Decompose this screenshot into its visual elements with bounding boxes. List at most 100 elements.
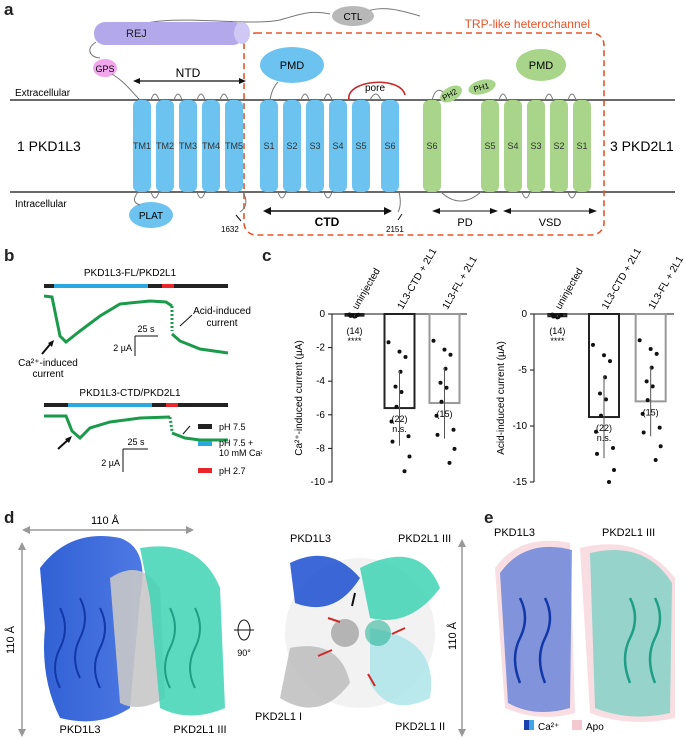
c1-point-0-7: [551, 314, 556, 319]
c0-point-2-10: [451, 427, 456, 432]
trace2-acid: [171, 431, 228, 442]
ctd-label: CTD: [315, 215, 340, 229]
c1-point-2-5: [658, 444, 663, 449]
c0-point-1-2: [390, 439, 395, 444]
c1-point-2-8: [653, 458, 658, 463]
s5-left-label: S5: [355, 141, 366, 151]
tm-helices-left: [133, 100, 243, 192]
height-label-2: 110 Å: [446, 621, 459, 650]
pore-label: pore: [365, 83, 385, 94]
c0-ylabel: Ca²⁺-induced current (µA): [294, 340, 305, 456]
c0-point-0-5: [352, 314, 357, 319]
d-left-pkd1l3: PKD1L3: [60, 724, 101, 736]
c0-ytick-label-2: -4: [316, 376, 325, 387]
c1-n-1: (22): [596, 423, 612, 433]
trace1-title: PKD1L3-FL/PKD2L1: [84, 268, 177, 279]
structure-overlay: [495, 540, 675, 722]
c1-sig-1: n.s.: [597, 433, 612, 443]
c1-point-1-5: [612, 468, 616, 473]
panel-letter-d: d: [4, 508, 15, 527]
pmd-left: [260, 47, 324, 83]
panel-letter-b: b: [4, 246, 15, 265]
c0-ytick-label-1: -2: [316, 343, 325, 354]
c1-point-1-4: [599, 413, 603, 418]
c0-point-2-9: [438, 380, 443, 385]
c1-point-2-10: [657, 425, 662, 430]
tm3-label: TM3: [179, 141, 197, 151]
c0-n-2: (15): [436, 409, 452, 419]
pd-label: PD: [457, 217, 472, 229]
c0-n-0: (14): [346, 326, 362, 336]
plat-domain: [129, 202, 173, 228]
d-right-pkd2l1-iii: PKD2L1 III: [398, 533, 451, 545]
ntd-label: NTD: [176, 66, 201, 80]
c0-ytick-label-3: -6: [316, 410, 325, 421]
c0-ytick-label-5: -10: [311, 477, 326, 488]
ca-label-2: current: [32, 369, 63, 380]
trace2-title: PKD1L3-CTD/PKD2L1: [79, 388, 181, 399]
c0-point-2-1: [444, 385, 449, 390]
c0-point-1-5: [407, 454, 412, 459]
acid-label-2: current: [206, 318, 237, 329]
c0-point-2-4: [439, 399, 444, 404]
rotation-label: 90°: [237, 648, 251, 658]
pkd2l1-helices: [423, 100, 591, 192]
c1-cat-1: 1L3-CTD + 2L1: [600, 246, 644, 311]
s4-right-label: S4: [507, 141, 518, 151]
width-label: 110 Å: [91, 514, 120, 527]
c1-point-2-1: [650, 384, 655, 389]
c1-cat-2: 1L3-FL + 2L1: [647, 254, 685, 311]
panel-e-overlay: PKD1L3 PKD2L1 III Ca²⁺ Apo: [494, 527, 675, 733]
panel-c-charts: 0 -2 -4 -6 -8 -10 Ca²⁺-induced current (µA) uni…: [294, 246, 685, 488]
c1-ytick-label-2: -10: [513, 421, 528, 432]
rej-label: REJ: [126, 28, 147, 40]
ctl-label: CTL: [344, 12, 363, 23]
ca-label-1: Ca²⁺-induced: [18, 358, 78, 369]
c1-point-1-3: [608, 359, 612, 364]
panel-letter-a: a: [4, 0, 14, 19]
c0-ytick-label-4: -8: [316, 443, 325, 454]
c1-point-2-4: [645, 398, 650, 403]
d-right-pkd1l3: PKD1L3: [290, 533, 331, 545]
trace1-ca: [43, 294, 173, 345]
c0-point-1-7: [389, 419, 394, 424]
s1-right-label: S1: [576, 141, 587, 151]
panel-d-structures: 110 Å 110 Å PKD1L3 PKD2L1 III 90°: [4, 514, 466, 737]
c1-ytick-label-0: 0: [521, 309, 527, 320]
s3-left-label: S3: [309, 141, 320, 151]
c0-point-1-3: [403, 355, 408, 360]
d-left-pkd2l1-iii: PKD2L1 III: [173, 724, 226, 736]
ctl-domain: [332, 6, 374, 26]
ctd-helices: [260, 100, 399, 192]
res-1632: 1632: [221, 225, 239, 234]
pore-loop: [348, 81, 406, 101]
c1-sig-0: ****: [550, 336, 565, 346]
c1-point-0-6: [558, 313, 563, 318]
s4-left-label: S4: [332, 141, 343, 151]
c1-ytick-label-3: -15: [513, 477, 528, 488]
c0-point-1-1: [399, 389, 404, 394]
trace2-ca: [44, 414, 171, 441]
c1-point-2-9: [644, 379, 649, 384]
tm1-label: TM1: [133, 141, 151, 151]
c1-point-1-8: [607, 480, 611, 484]
c0-ytick-label-0: 0: [319, 309, 325, 320]
trace2-scale-y: 2 µA: [101, 458, 120, 468]
trp-title: TRP-like heterochannel: [465, 17, 590, 31]
c1-point-1-11: [602, 353, 606, 358]
panel-letter-c: c: [262, 246, 272, 265]
c0-point-1-11: [397, 349, 402, 354]
pkd2l1-stoich-label: 3 PKD2L1: [610, 138, 674, 154]
e-legend-apo: Apo: [586, 722, 604, 733]
pkd1l3-stoich-label: 1 PKD1L3: [17, 138, 81, 154]
c1-point-1-10: [611, 445, 615, 450]
c1-n-2: (15): [643, 407, 659, 417]
gps-label: GPS: [95, 64, 114, 74]
legend-ph27: pH 2.7: [219, 466, 246, 476]
c1-point-1-2: [595, 451, 599, 456]
tm2-label: TM2: [156, 141, 174, 151]
structure-side-view: [40, 536, 225, 722]
c0-cat-2: 1L3-FL + 2L1: [441, 254, 480, 311]
c0-point-1-8: [402, 469, 407, 474]
trace1-scale-x: 25 s: [137, 324, 155, 334]
